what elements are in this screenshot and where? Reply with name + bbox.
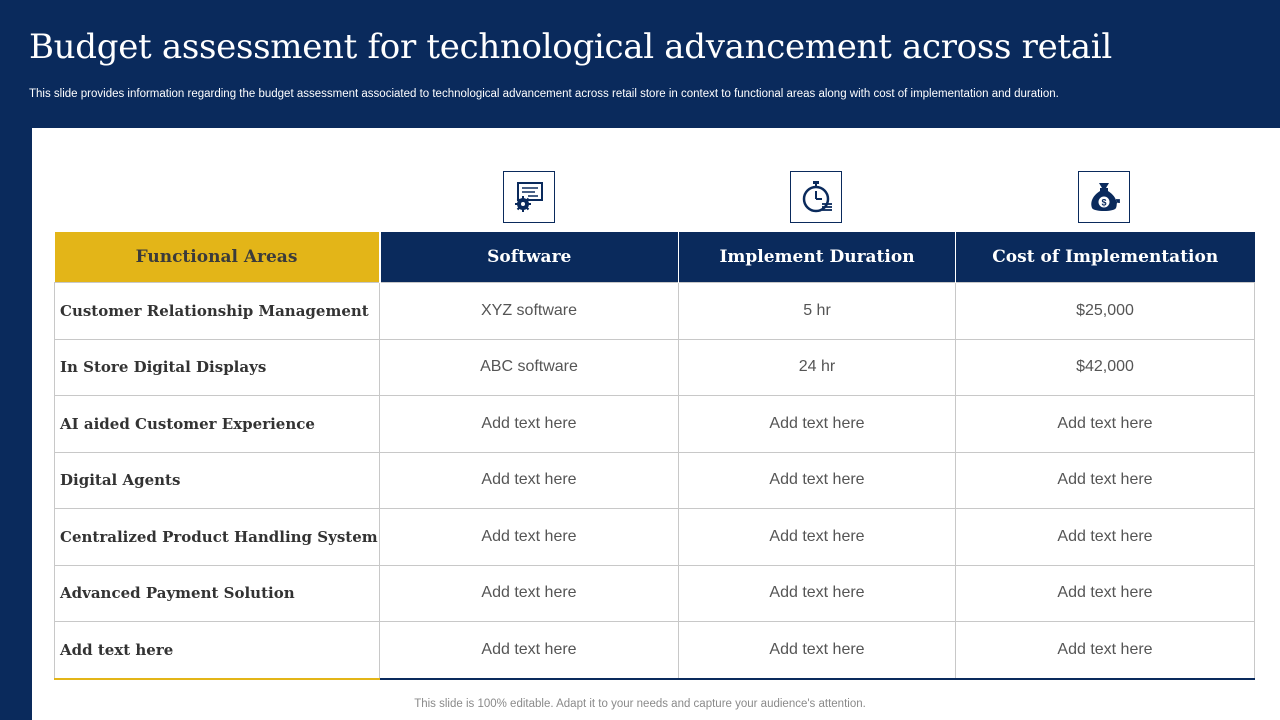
slide-title: Budget assessment for technological adva… — [29, 27, 1112, 67]
functional-area-cell: Advanced Payment Solution — [54, 564, 380, 622]
table-row: Add text here Add text here Add text her… — [54, 621, 1255, 680]
software-cell: Add text here — [379, 451, 679, 509]
slide-subtitle: This slide provides information regardin… — [29, 88, 1059, 100]
header-functional-areas: Functional Areas — [54, 232, 381, 283]
cost-cell: Add text here — [955, 564, 1255, 622]
duration-cell: 24 hr — [678, 338, 956, 396]
budget-table: Functional Areas Software Implement Dura… — [54, 232, 1255, 680]
software-certificate-gear-icon — [503, 171, 555, 223]
duration-cell: Add text here — [678, 564, 956, 622]
duration-cell: Add text here — [678, 508, 956, 566]
software-cell: Add text here — [379, 564, 679, 622]
software-cell: Add text here — [379, 621, 679, 680]
duration-cell: 5 hr — [678, 282, 956, 340]
functional-area-cell: AI aided Customer Experience — [54, 395, 380, 453]
table-row: AI aided Customer Experience Add text he… — [54, 395, 1255, 453]
duration-cell: Add text here — [678, 621, 956, 680]
header-software: Software — [379, 232, 679, 283]
header-implement-duration: Implement Duration — [678, 232, 956, 283]
software-cell: XYZ software — [379, 282, 679, 340]
cost-cell: $42,000 — [955, 338, 1255, 396]
functional-area-cell: Digital Agents — [54, 451, 380, 509]
svg-text:$: $ — [1101, 198, 1106, 208]
table-header-row: Functional Areas Software Implement Dura… — [54, 232, 1255, 283]
content-panel: $ Functional Areas Software Implement Du… — [32, 128, 1280, 720]
software-cell: Add text here — [379, 395, 679, 453]
functional-area-cell: Customer Relationship Management — [54, 282, 380, 340]
cost-cell: Add text here — [955, 621, 1255, 680]
table-row: In Store Digital Displays ABC software 2… — [54, 338, 1255, 396]
footer-note: This slide is 100% editable. Adapt it to… — [414, 698, 866, 710]
duration-cell: Add text here — [678, 451, 956, 509]
functional-area-cell: Centralized Product Handling System — [54, 508, 380, 566]
table-row: Centralized Product Handling System Add … — [54, 508, 1255, 566]
cost-cell: Add text here — [955, 508, 1255, 566]
money-bag-icon: $ — [1078, 171, 1130, 223]
cost-cell: Add text here — [955, 395, 1255, 453]
table-row: Advanced Payment Solution Add text here … — [54, 564, 1255, 622]
cost-cell: Add text here — [955, 451, 1255, 509]
functional-area-cell: Add text here — [54, 621, 380, 680]
table-row: Digital Agents Add text here Add text he… — [54, 451, 1255, 509]
cost-cell: $25,000 — [955, 282, 1255, 340]
header-cost-of-implementation: Cost of Implementation — [955, 232, 1255, 283]
software-cell: ABC software — [379, 338, 679, 396]
software-cell: Add text here — [379, 508, 679, 566]
duration-cell: Add text here — [678, 395, 956, 453]
functional-area-cell: In Store Digital Displays — [54, 338, 380, 396]
table-row: Customer Relationship Management XYZ sof… — [54, 282, 1255, 340]
stopwatch-icon — [790, 171, 842, 223]
